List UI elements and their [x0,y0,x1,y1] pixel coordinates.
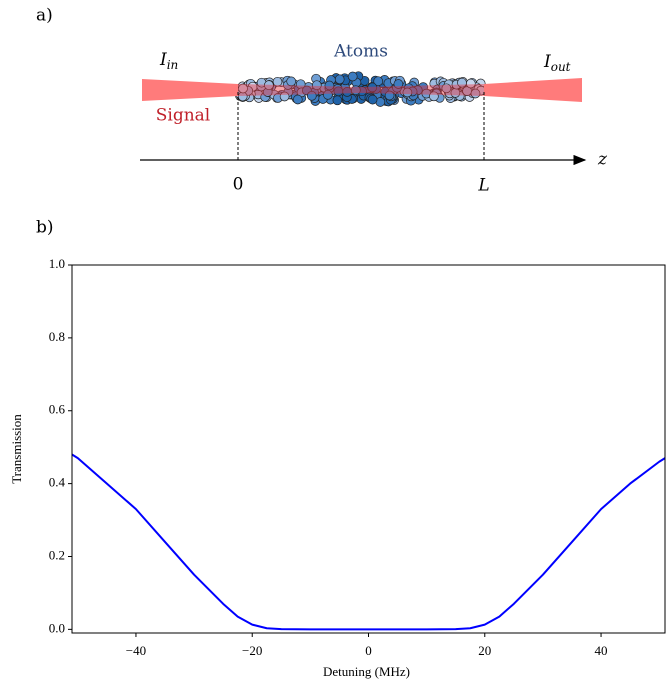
atom [470,88,481,99]
x-tick-label: −40 [126,643,146,658]
start-label: 0 [233,175,244,195]
input-intensity: Iin [159,50,178,72]
signal-label: Signal [156,106,211,126]
panel-label: a) [36,6,53,26]
beam-in [142,79,238,101]
beam-overlap [238,84,484,96]
y-tick-label: 0.2 [49,547,65,562]
beam-out [484,78,582,102]
end-label: L [477,176,489,196]
x-tick-label: 20 [478,643,491,658]
plot: 0.0 0.2 0.4 0.6 0.8 1.0 −40 −20 0 20 40 Detuning (M… [9,256,666,679]
y-axis-label: Transmission [9,414,24,484]
panel-label: b) [36,218,54,238]
atom [286,76,297,87]
atom [347,71,358,82]
atom [306,90,317,101]
output-intensity: Iout [543,52,571,74]
atom [429,91,439,102]
atom [332,95,343,106]
atom [334,74,345,85]
data-line [71,453,666,631]
atom [311,80,322,91]
atom [373,76,384,87]
x-tick-label: 0 [365,643,372,658]
atom [367,82,378,93]
atom [238,83,248,94]
atom [402,87,413,98]
x-tick-label: −20 [242,643,262,658]
atom [393,79,404,89]
x-axis-label: Detuning (MHz) [323,664,410,679]
atom-cloud [235,71,486,107]
atom [264,80,274,91]
y-tick-label: 1.0 [49,256,65,271]
y-tick-label: 0.8 [49,329,65,344]
atom [342,87,353,97]
atom [323,89,333,100]
atom [384,90,395,101]
atom [279,91,290,102]
atom [457,77,467,88]
plot-frame [71,264,666,634]
atoms-label: Atoms [333,42,388,62]
y-tick-label: 0.6 [49,402,66,417]
y-tick-label: 0.4 [49,475,66,490]
atom [441,83,452,94]
y-tick-label: 0.0 [49,620,65,635]
atom [292,94,303,105]
axis-label: z [597,150,608,170]
x-tick-label: 40 [595,643,608,658]
atom [367,94,378,105]
atom [324,80,335,91]
